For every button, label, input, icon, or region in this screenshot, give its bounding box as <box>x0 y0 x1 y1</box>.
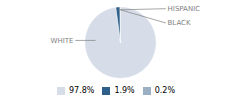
html-text:97.8%: 97.8% <box>69 86 95 95</box>
svg-text:HISPANIC: HISPANIC <box>168 5 201 13</box>
html-text:0.2%: 0.2% <box>154 86 175 95</box>
svg-text:WHITE: WHITE <box>50 37 73 45</box>
svg-text:BLACK: BLACK <box>168 19 191 27</box>
html-text:1.9%: 1.9% <box>114 86 135 95</box>
